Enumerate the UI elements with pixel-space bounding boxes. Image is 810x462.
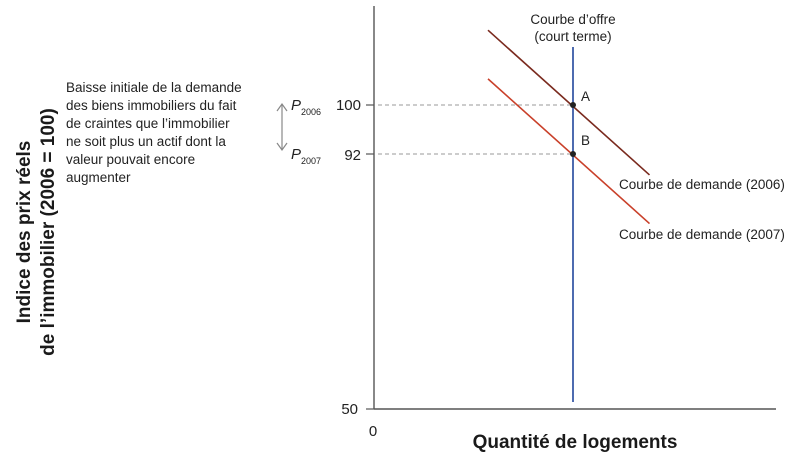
supply-label-line2: (court terme) — [534, 29, 611, 44]
annotation-text: Baisse initiale de la demande des biens … — [66, 80, 245, 185]
x-origin-label: 0 — [369, 423, 377, 440]
supply-label-line1: Courbe d’offre — [530, 12, 615, 27]
price-drop-arrow — [276, 102, 288, 152]
point-a-label: A — [581, 89, 590, 104]
price-label-2006-sub: 2006 — [301, 107, 321, 117]
price-label-2007-base: P — [291, 146, 301, 163]
price-label-2007: P2007 — [291, 146, 321, 166]
price-label-2006: P2006 — [291, 97, 321, 117]
annotation-line-2: des biens immobiliers du fait — [66, 98, 237, 113]
annotation-line-4: ne soit plus un actif dont la — [66, 134, 226, 149]
demand-label-2006: Courbe de demande (2006) — [619, 177, 785, 192]
price-label-2007-sub: 2007 — [301, 156, 321, 166]
y-tick-label-100: 100 — [336, 97, 361, 114]
x-axis-title: Quantité de logements — [473, 432, 678, 453]
price-label-2006-base: P — [291, 97, 301, 114]
annotation-line-5: valeur pouvait encore — [66, 152, 195, 167]
demand-label-2007: Courbe de demande (2007) — [619, 227, 785, 242]
demand-curve-2006 — [487, 29, 651, 176]
annotation-line-3: de craintes que l’immobilier — [66, 116, 230, 131]
y-tick-label-50: 50 — [341, 401, 358, 418]
annotation-line-1: Baisse initiale de la demande — [66, 80, 242, 95]
point-b-label: B — [581, 133, 590, 148]
annotation-line-6: augmenter — [66, 170, 131, 185]
y-tick-label-92: 92 — [344, 147, 361, 164]
y-axis-title-line2: de l’immobilier (2006 = 100) — [38, 108, 59, 356]
y-axis-title-line1: Indice des prix réels — [14, 141, 35, 324]
point-a — [570, 102, 576, 108]
demand-curve-2007 — [487, 78, 651, 225]
point-b — [570, 151, 576, 157]
